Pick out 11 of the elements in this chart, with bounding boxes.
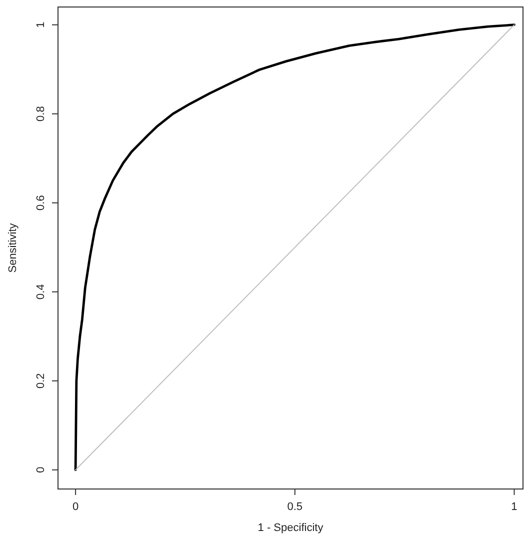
y-tick-label: 0.4 [35,284,47,300]
y-tick-label: 1 [35,22,47,28]
y-tick-label: 0.6 [35,195,47,210]
y-tick-label: 0.8 [35,106,47,122]
y-tick-label: 0.2 [35,373,47,388]
x-axis-title: 1 - Specificity [258,522,324,534]
y-tick-label: 0 [35,466,47,473]
y-axis-title: Sensitivity [7,222,19,273]
x-tick-label: 0 [72,501,79,513]
x-tick-label: 0.5 [287,501,303,513]
x-tick-label: 1 [511,501,518,513]
